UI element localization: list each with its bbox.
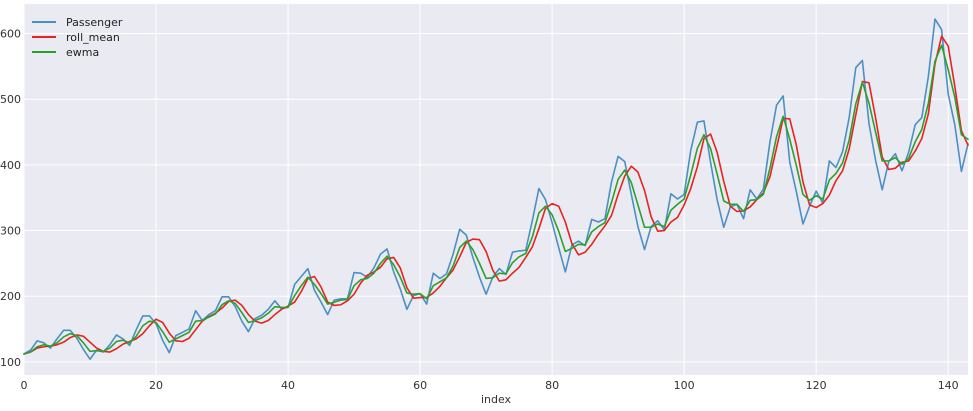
y-tick-label: 600 xyxy=(0,28,21,41)
plot-background xyxy=(24,4,968,375)
x-tick-label: 100 xyxy=(674,379,695,392)
x-tick-label: 0 xyxy=(21,379,28,392)
y-tick-label: 100 xyxy=(0,356,21,369)
x-axis-title: index xyxy=(481,393,512,406)
grid-lines xyxy=(23,4,968,375)
series-lines xyxy=(23,18,969,361)
y-tick-labels: 100 200 300 400 500 600 xyxy=(0,28,21,369)
x-tick-label: 120 xyxy=(806,379,827,392)
y-tick-label: 400 xyxy=(0,159,21,172)
x-tick-label: 60 xyxy=(413,379,427,392)
y-tick-label: 500 xyxy=(0,93,21,106)
x-tick-label: 20 xyxy=(149,379,163,392)
y-tick-label: 300 xyxy=(0,225,21,238)
x-tick-labels: 0 20 40 60 80 100 120 140 xyxy=(21,379,959,392)
legend-label: ewma xyxy=(66,46,99,59)
y-tick-label: 200 xyxy=(0,290,21,303)
series-line-passenger xyxy=(23,18,969,361)
series-line-ewma xyxy=(23,44,969,355)
legend-label: roll_mean xyxy=(66,31,120,44)
legend-label: Passenger xyxy=(66,16,123,29)
x-tick-label: 40 xyxy=(281,379,295,392)
x-tick-label: 80 xyxy=(545,379,559,392)
x-tick-label: 140 xyxy=(938,379,959,392)
